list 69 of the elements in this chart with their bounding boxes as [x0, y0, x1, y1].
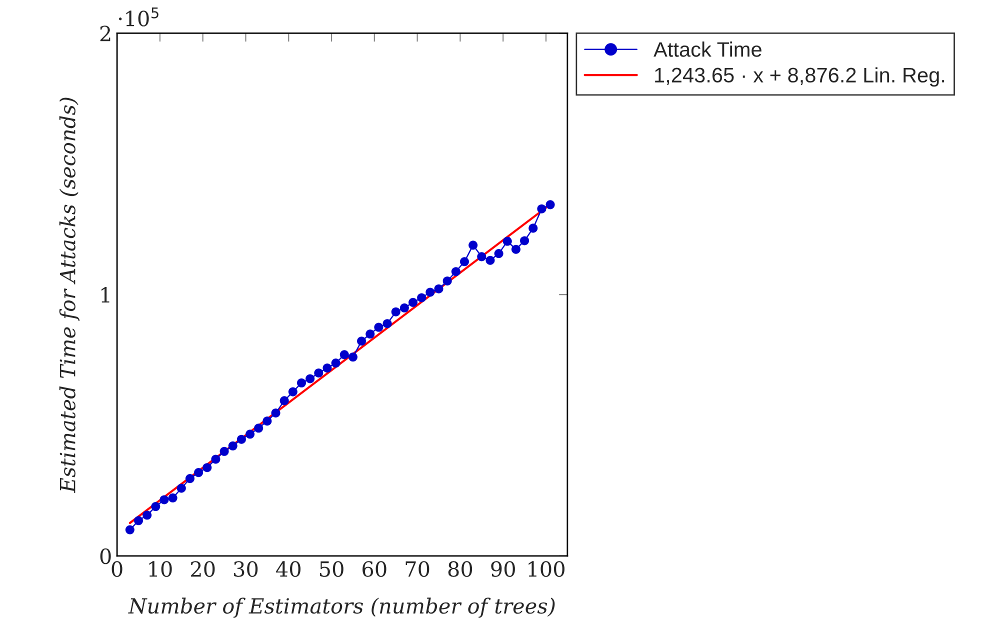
point [168, 493, 178, 502]
point [331, 358, 340, 368]
point [262, 416, 272, 426]
y-tick-label: 1 [101, 287, 110, 302]
point [511, 244, 520, 254]
point [537, 204, 546, 214]
point [142, 510, 152, 520]
point [160, 495, 169, 504]
point [426, 288, 435, 297]
y-axis-title: Estimated Time for Attacks (seconds) [59, 98, 80, 494]
x-tick-label: 50 [320, 561, 344, 577]
point [434, 284, 444, 294]
point [357, 336, 366, 346]
point [280, 396, 289, 406]
point [408, 298, 418, 307]
legend-label: 1,243.65 · x + 8,876.2 Lin. Reg. [655, 67, 944, 87]
point [185, 474, 194, 484]
point [348, 352, 358, 362]
point [486, 256, 495, 265]
x-tick-label: 20 [191, 561, 215, 577]
x-tick-label: 10 [149, 561, 172, 577]
point [502, 236, 512, 246]
y-tick-label: 2 [100, 26, 110, 42]
point [236, 434, 246, 444]
point [228, 441, 238, 450]
point [288, 387, 298, 396]
x-axis-title: Number of Estimators (number of trees) [128, 598, 555, 618]
point [340, 350, 349, 360]
x-tick-label: 40 [276, 561, 300, 577]
point [468, 240, 478, 250]
point [460, 257, 469, 266]
text: ·10$^{5}$ [118, 8, 158, 26]
legend-label: Attack Time [654, 42, 762, 57]
point [125, 525, 134, 534]
x-tick-label: 70 [406, 561, 430, 577]
point [296, 378, 306, 388]
x-tick-label: 0 [112, 561, 122, 577]
point [366, 330, 375, 339]
point [520, 236, 530, 246]
x-tick-label: 90 [491, 561, 515, 577]
x-tick-label: 100 [528, 561, 564, 577]
point [391, 307, 400, 316]
point [194, 468, 204, 478]
point [271, 408, 280, 418]
point [374, 322, 384, 332]
point [494, 249, 504, 258]
point [382, 319, 392, 328]
point [151, 502, 160, 512]
point [442, 276, 452, 286]
point [306, 374, 315, 384]
point [477, 252, 486, 262]
point [202, 463, 212, 472]
point [211, 454, 220, 464]
y-tick-label: 0 [100, 548, 111, 564]
point [246, 430, 255, 439]
point [176, 484, 186, 493]
x-tick-label: 30 [234, 561, 258, 577]
point [451, 267, 460, 276]
point [546, 200, 555, 210]
point [220, 446, 229, 456]
point [528, 224, 538, 233]
point [254, 424, 264, 433]
point [134, 516, 144, 526]
x-tick-label: 60 [362, 561, 386, 577]
point [400, 303, 409, 312]
x-tick-label: 80 [448, 561, 472, 577]
point [417, 293, 426, 302]
point [322, 364, 332, 373]
point [314, 368, 324, 378]
